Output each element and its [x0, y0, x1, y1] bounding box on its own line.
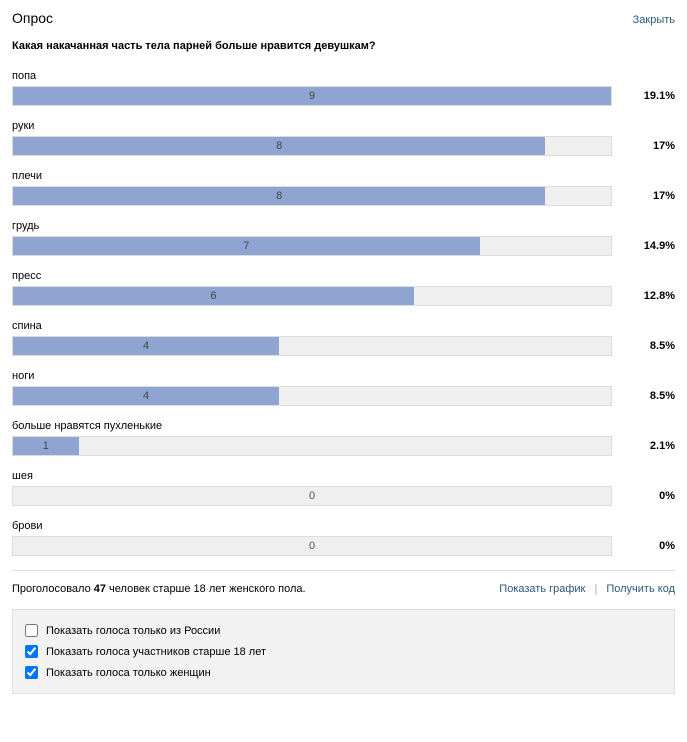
poll-option: руки 8 17% — [12, 120, 675, 156]
separator: | — [594, 583, 597, 595]
filter-row[interactable]: Показать голоса только женщин — [25, 662, 662, 683]
bar-fill: 8 — [13, 137, 545, 155]
poll-option: шея 00% — [12, 470, 675, 506]
filters-panel: Показать голоса только из России Показать… — [12, 609, 675, 694]
bar-fill: 4 — [13, 387, 279, 405]
bar-fill: 9 — [13, 87, 611, 105]
options-container: попа 919.1% руки 8 17% плечи 8 17% грудь 7 14.9% пр… — [12, 70, 675, 556]
poll-option: брови 00% — [12, 520, 675, 556]
voted-count: 47 — [94, 583, 106, 595]
bar-track[interactable]: 4 — [12, 386, 612, 406]
option-percent: 2.1% — [612, 440, 675, 452]
bar-row: 919.1% — [12, 86, 675, 106]
bar-row: 8 17% — [12, 186, 675, 206]
bar-track[interactable]: 0 — [12, 536, 612, 556]
poll-option: пресс 6 12.8% — [12, 270, 675, 306]
poll-title: Опрос — [12, 10, 53, 26]
option-label: плечи — [12, 170, 675, 182]
bar-track[interactable]: 1 — [12, 436, 612, 456]
option-percent: 8.5% — [612, 390, 675, 402]
option-percent: 19.1% — [612, 90, 675, 102]
option-percent: 12.8% — [612, 290, 675, 302]
filter-label: Показать голоса только из России — [46, 625, 220, 637]
poll-question: Какая накачанная часть тела парней больш… — [12, 40, 675, 52]
get-code-link[interactable]: Получить код — [606, 583, 675, 595]
option-percent: 17% — [612, 140, 675, 152]
poll-option: спина 4 8.5% — [12, 320, 675, 356]
option-percent: 0% — [612, 540, 675, 552]
poll-option: ноги 4 8.5% — [12, 370, 675, 406]
bar-track[interactable]: 6 — [12, 286, 612, 306]
bar-fill: 7 — [13, 237, 480, 255]
bar-count: 0 — [13, 537, 611, 555]
option-label: пресс — [12, 270, 675, 282]
close-link[interactable]: Закрыть — [633, 14, 675, 26]
footer-line: Проголосовало 47 человек старше 18 лет ж… — [12, 570, 675, 595]
filter-checkbox[interactable] — [25, 624, 38, 637]
bar-row: 6 12.8% — [12, 286, 675, 306]
bar-fill: 1 — [13, 437, 79, 455]
poll-option: плечи 8 17% — [12, 170, 675, 206]
bar-row: 4 8.5% — [12, 336, 675, 356]
option-label: грудь — [12, 220, 675, 232]
option-label: брови — [12, 520, 675, 532]
option-label: больше нравятся пухленькие — [12, 420, 675, 432]
option-label: ноги — [12, 370, 675, 382]
filter-label: Показать голоса только женщин — [46, 667, 211, 679]
option-label: руки — [12, 120, 675, 132]
option-percent: 0% — [612, 490, 675, 502]
bar-row: 1 2.1% — [12, 436, 675, 456]
show-chart-link[interactable]: Показать график — [499, 583, 585, 595]
option-percent: 8.5% — [612, 340, 675, 352]
bar-track[interactable]: 0 — [12, 486, 612, 506]
bar-track[interactable]: 8 — [12, 186, 612, 206]
bar-fill: 4 — [13, 337, 279, 355]
filter-checkbox[interactable] — [25, 666, 38, 679]
bar-row: 00% — [12, 486, 675, 506]
footer-actions: Показать график | Получить код — [499, 583, 675, 595]
voted-suffix: человек старше 18 лет женского пола. — [106, 583, 306, 595]
bar-fill: 8 — [13, 187, 545, 205]
voted-prefix: Проголосовало — [12, 583, 94, 595]
bar-row: 4 8.5% — [12, 386, 675, 406]
filter-checkbox[interactable] — [25, 645, 38, 658]
poll-option: попа 919.1% — [12, 70, 675, 106]
bar-count: 0 — [13, 487, 611, 505]
bar-fill: 6 — [13, 287, 414, 305]
option-label: шея — [12, 470, 675, 482]
poll-option: больше нравятся пухленькие 1 2.1% — [12, 420, 675, 456]
poll-option: грудь 7 14.9% — [12, 220, 675, 256]
filter-row[interactable]: Показать голоса участников старше 18 лет — [25, 641, 662, 662]
option-label: попа — [12, 70, 675, 82]
bar-row: 7 14.9% — [12, 236, 675, 256]
bar-track[interactable]: 8 — [12, 136, 612, 156]
option-label: спина — [12, 320, 675, 332]
option-percent: 14.9% — [612, 240, 675, 252]
bar-row: 8 17% — [12, 136, 675, 156]
filter-label: Показать голоса участников старше 18 лет — [46, 646, 266, 658]
bar-track[interactable]: 7 — [12, 236, 612, 256]
vote-summary: Проголосовало 47 человек старше 18 лет ж… — [12, 583, 306, 595]
bar-track[interactable]: 4 — [12, 336, 612, 356]
bar-track[interactable]: 9 — [12, 86, 612, 106]
filter-row[interactable]: Показать голоса только из России — [25, 620, 662, 641]
bar-row: 00% — [12, 536, 675, 556]
option-percent: 17% — [612, 190, 675, 202]
